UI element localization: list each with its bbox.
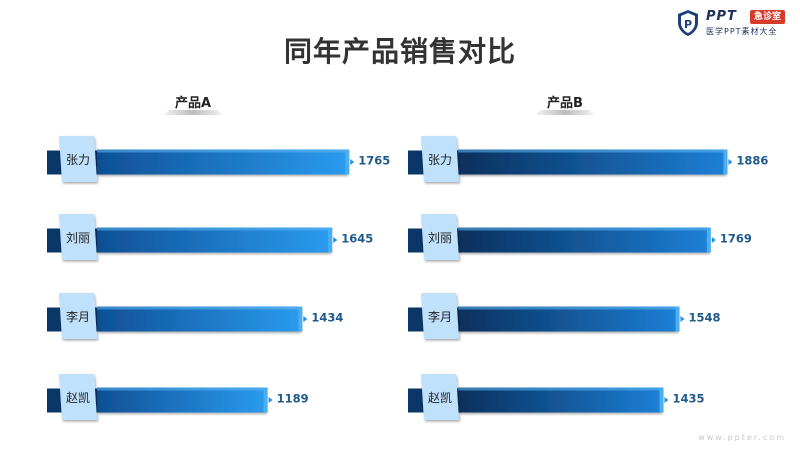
brand-logo: P PPT 急诊室 医学PPT素材大全 xyxy=(676,8,796,40)
footer-url: www.ppter.com xyxy=(698,433,786,442)
category-label: 张力 xyxy=(428,153,452,167)
logo-brand-text: PPT xyxy=(706,9,737,24)
category-label-box xyxy=(421,214,459,260)
value-label: 1645 xyxy=(341,232,373,246)
category-label: 赵凯 xyxy=(66,391,90,405)
chart-panel-b: 产品B 张力 1886 刘丽 1769 李月 1548 赵凯 1435 xyxy=(408,95,768,420)
bar-arrow-marker xyxy=(680,316,685,322)
value-label: 1765 xyxy=(358,154,390,168)
logo-badge: 急诊室 xyxy=(750,10,786,24)
bar xyxy=(97,306,301,332)
bar-arrow-marker xyxy=(728,159,733,165)
bar-highlight xyxy=(458,387,662,391)
category-label-box xyxy=(421,136,459,182)
value-label: 1548 xyxy=(689,311,721,325)
chart-panel-a: 产品A 张力 1765 刘丽 1645 李月 1434 赵凯 1189 xyxy=(47,95,390,420)
category-label-box xyxy=(421,293,459,339)
shield-logo-icon: P xyxy=(678,10,698,36)
category-label: 赵凯 xyxy=(428,391,452,405)
category-label-box xyxy=(421,374,459,420)
svg-text:P: P xyxy=(684,18,692,31)
bar xyxy=(458,306,678,332)
value-label: 1189 xyxy=(277,392,309,406)
bar-end-cap xyxy=(706,227,711,253)
bar-end-cap xyxy=(263,387,268,413)
value-label: 1435 xyxy=(672,392,704,406)
category-label: 刘丽 xyxy=(66,231,90,245)
category-label: 李月 xyxy=(428,309,452,324)
value-label: 1886 xyxy=(736,154,768,168)
bar xyxy=(458,227,709,253)
bar-end-cap xyxy=(659,387,664,413)
bar-highlight xyxy=(97,149,348,153)
value-label: 1434 xyxy=(311,311,343,325)
category-label-box xyxy=(59,136,97,182)
bar-highlight xyxy=(97,306,301,310)
bar-highlight xyxy=(458,149,726,153)
bar xyxy=(458,149,726,175)
page-title: 同年产品销售对比 xyxy=(283,35,516,68)
bar-end-cap xyxy=(298,306,303,332)
category-label-box xyxy=(59,293,97,339)
value-label: 1769 xyxy=(720,232,752,246)
bar-end-cap xyxy=(328,227,333,253)
bar-arrow-marker xyxy=(303,316,308,322)
chart-title-cap xyxy=(535,110,595,115)
bar-arrow-marker xyxy=(333,237,338,243)
bar-end-cap xyxy=(345,149,350,175)
category-label: 李月 xyxy=(66,309,90,324)
bar-arrow-marker xyxy=(711,237,716,243)
category-label: 刘丽 xyxy=(428,231,452,245)
bar-highlight xyxy=(97,387,266,391)
category-label-box xyxy=(59,214,97,260)
bar xyxy=(458,387,662,413)
logo-subtitle: 医学PPT素材大全 xyxy=(706,27,778,36)
bar-arrow-marker xyxy=(664,397,669,403)
bar-end-cap xyxy=(675,306,680,332)
bar xyxy=(97,387,266,413)
bar-highlight xyxy=(458,306,678,310)
chart-title: 产品B xyxy=(547,95,583,111)
bar-end-cap xyxy=(723,149,728,175)
chart-title-cap xyxy=(163,110,223,115)
category-label: 张力 xyxy=(66,153,90,167)
bar-arrow-marker xyxy=(350,159,355,165)
bar xyxy=(97,149,348,175)
bar xyxy=(97,227,331,253)
bar-highlight xyxy=(458,227,709,231)
bar-arrow-marker xyxy=(268,397,273,403)
chart-title: 产品A xyxy=(175,95,211,111)
bar-highlight xyxy=(97,227,331,231)
category-label-box xyxy=(59,374,97,420)
